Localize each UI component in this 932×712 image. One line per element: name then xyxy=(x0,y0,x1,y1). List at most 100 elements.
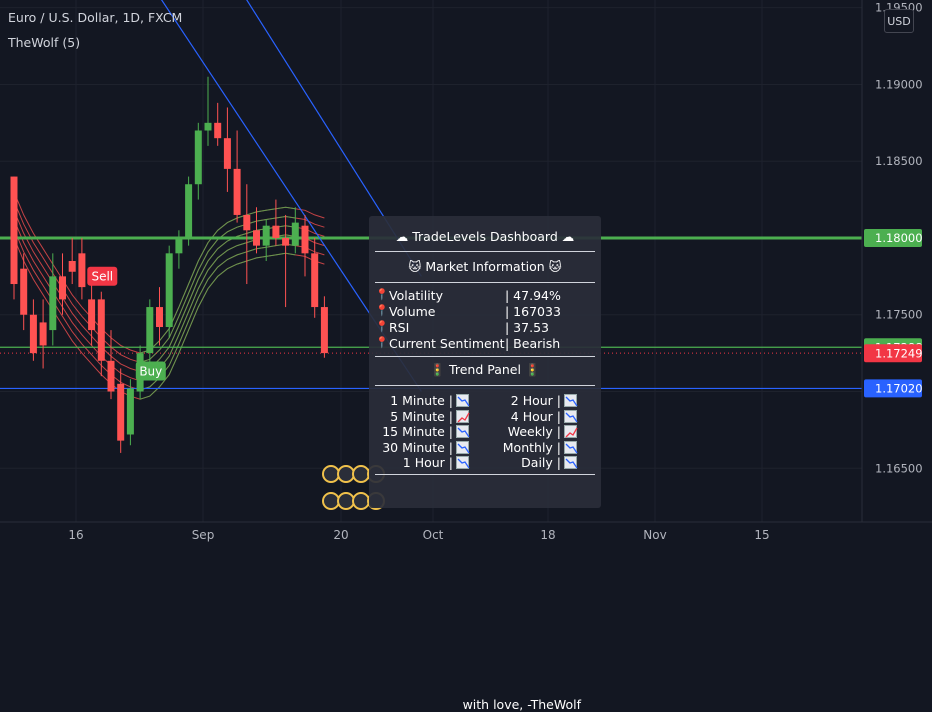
currency-button[interactable]: USD xyxy=(884,9,914,33)
trend-timeframe: Weekly | xyxy=(507,424,561,439)
ribbon-band-bullish xyxy=(139,234,296,382)
candle-body xyxy=(10,176,18,285)
market-label: Current Sentiment xyxy=(389,336,505,351)
ribbon-band-bullish xyxy=(139,225,296,372)
trend-up-icon xyxy=(564,425,578,438)
trend-timeframe: 30 Minute | xyxy=(382,439,453,455)
candle-body xyxy=(78,253,86,288)
candle-body xyxy=(156,307,163,328)
divider xyxy=(375,474,595,475)
flag-badge-icon xyxy=(322,465,340,483)
candle-body xyxy=(59,276,66,300)
candle-body xyxy=(39,322,47,346)
trend-down-icon xyxy=(564,456,578,469)
price-label xyxy=(864,228,922,247)
flag-badge-icon xyxy=(322,492,340,510)
pin-icon: 📍 xyxy=(375,320,389,333)
candle-body xyxy=(68,261,76,272)
x-tick-label: 18 xyxy=(540,528,555,542)
trend-row: 1 Minute | 2 Hour | xyxy=(379,393,589,408)
divider xyxy=(375,385,595,386)
trend-row: 30 Minute | Monthly | xyxy=(379,440,589,455)
symbol-title: Euro / U.S. Dollar, 1D, FXCM xyxy=(8,10,183,25)
trend-panel-header: 🚦 Trend Panel 🚦 xyxy=(429,362,541,377)
market-row: 📍 Current Sentiment | Bearish xyxy=(375,336,595,351)
market-label: RSI xyxy=(389,320,410,335)
candle-body xyxy=(29,314,37,354)
market-row: 📍 RSI | 37.53 xyxy=(375,320,595,335)
candle-body xyxy=(88,299,96,331)
candle-body xyxy=(233,168,241,215)
x-tick-label: Sep xyxy=(192,528,215,542)
trend-down-icon xyxy=(456,456,470,469)
ribbon-band-bullish xyxy=(139,215,296,363)
ribbon-band-bullish xyxy=(139,252,296,400)
candle-body xyxy=(126,388,134,435)
buy-signal xyxy=(135,361,166,381)
trend-row: 15 Minute | Weekly | xyxy=(379,424,589,439)
market-value: | 167033 xyxy=(505,304,561,319)
candle-body xyxy=(301,225,309,254)
signal-label: Sell xyxy=(91,270,113,284)
price-label-text: 1.17020 xyxy=(875,381,923,395)
market-value: | Bearish xyxy=(505,336,561,351)
candle-body xyxy=(146,307,154,354)
candle-body xyxy=(214,122,222,139)
y-tick-label: 1.19000 xyxy=(875,77,923,91)
price-label-text: 1.17249 xyxy=(875,346,923,360)
indicator-label[interactable]: TheWolf (5) xyxy=(8,35,81,50)
tradelevels-dashboard: ☁ TradeLevels Dashboard ☁ 🐱 Market Infor… xyxy=(369,216,601,712)
candle-body xyxy=(282,237,290,246)
signal-label: Buy xyxy=(139,364,162,378)
candle-body xyxy=(243,214,251,231)
x-tick-label: 20 xyxy=(333,528,348,542)
sell-signal xyxy=(87,266,118,286)
dashboard-footer: with love, -TheWolf xyxy=(462,697,581,712)
trend-timeframe: 5 Minute | xyxy=(390,408,453,424)
trend-timeframe: 2 Hour | xyxy=(510,393,561,408)
ribbon-band-bullish xyxy=(139,206,296,354)
candle-body xyxy=(223,138,231,169)
candle-body xyxy=(311,253,319,308)
pin-icon: 📍 xyxy=(375,288,389,301)
candle-body xyxy=(107,360,115,392)
candle-body xyxy=(291,222,299,246)
x-tick-label: 16 xyxy=(68,528,83,542)
dashboard-title: ☁ TradeLevels Dashboard ☁ xyxy=(395,229,575,244)
candle-body xyxy=(165,253,173,328)
candle-body xyxy=(49,276,57,331)
candle-body xyxy=(175,237,183,254)
trend-down-icon xyxy=(564,440,578,454)
trend-row: 1 Hour | Daily | xyxy=(379,455,589,470)
candle-body xyxy=(262,225,270,246)
price-label xyxy=(864,344,922,363)
pin-icon: 📍 xyxy=(375,304,389,317)
market-row: 📍 Volatility | 47.94% xyxy=(375,288,595,303)
candle-body xyxy=(20,268,28,315)
price-axis xyxy=(862,0,932,550)
flag-badge-icon xyxy=(337,465,355,483)
candle-body xyxy=(272,225,280,238)
trend-timeframe: 1 Minute | xyxy=(390,393,453,408)
trend-timeframe: Daily | xyxy=(521,455,561,470)
x-tick-label: Oct xyxy=(423,528,444,542)
trend-down-icon xyxy=(564,409,578,423)
market-row: 📍 Volume | 167033 xyxy=(375,304,595,319)
price-label xyxy=(864,379,922,398)
candle-body xyxy=(204,122,212,131)
divider xyxy=(375,282,595,283)
flag-badge-icon xyxy=(337,492,355,510)
trend-down-icon xyxy=(564,394,578,407)
trend-down-icon xyxy=(456,394,470,407)
price-chart[interactable]: SellBuy1.165001.170001.175001.180001.185… xyxy=(0,0,932,550)
divider xyxy=(375,251,595,252)
market-label: Volatility xyxy=(389,288,443,303)
market-value: | 47.94% xyxy=(505,288,561,303)
flag-badge-icon xyxy=(352,492,370,510)
candle-body xyxy=(185,184,193,238)
candle-body xyxy=(194,130,202,185)
trend-up-icon xyxy=(456,409,470,423)
trendline xyxy=(160,0,422,392)
candle-body xyxy=(253,230,260,246)
trend-down-icon xyxy=(456,440,470,454)
